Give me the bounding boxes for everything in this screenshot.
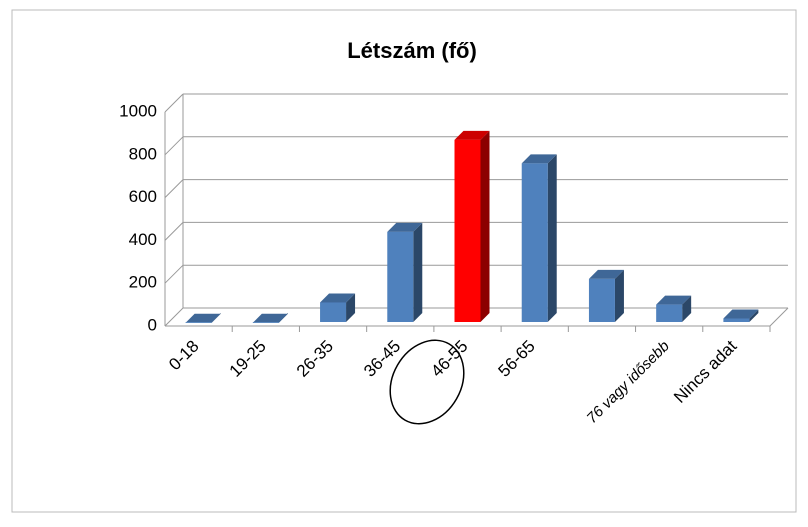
bar [320, 302, 347, 322]
grid-line [164, 264, 184, 284]
bar [387, 231, 414, 322]
bar-top [387, 222, 423, 232]
bar [185, 322, 212, 323]
bar-top [454, 130, 490, 140]
bar-top [185, 313, 221, 323]
y-tick-label: 0 [148, 315, 157, 334]
chart-title: Létszám (fő) [347, 38, 477, 63]
highlight-circle [389, 339, 465, 425]
bar [521, 163, 548, 322]
bar-side [614, 269, 624, 322]
bar-top [588, 269, 624, 279]
bar-side [682, 295, 692, 322]
grid-line [164, 307, 184, 327]
bar-side [749, 309, 759, 322]
bar [252, 322, 279, 323]
y-tick-label: 800 [129, 144, 157, 163]
bar-top [320, 293, 356, 303]
bar-top [656, 295, 692, 305]
y-tick-label: 200 [129, 273, 157, 292]
bar-top [723, 309, 759, 319]
bar [723, 318, 750, 322]
bar-side [480, 130, 490, 322]
grid-line [164, 179, 184, 198]
bar-top [521, 154, 557, 164]
grid-line [164, 136, 184, 156]
y-tick-label: 400 [129, 230, 157, 249]
bar [454, 139, 481, 322]
floor-line [769, 307, 789, 327]
bar-side [346, 293, 356, 322]
bar-top [252, 313, 288, 323]
bar [656, 304, 683, 322]
y-tick-label: 600 [129, 187, 157, 206]
bar-side [413, 222, 423, 322]
bar-side [547, 154, 557, 322]
bar [588, 278, 615, 322]
grid-line [164, 93, 184, 113]
grid-line [164, 222, 184, 241]
y-tick-label: 1000 [119, 101, 157, 120]
